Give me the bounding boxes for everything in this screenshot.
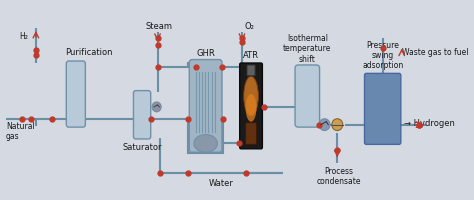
FancyBboxPatch shape [295, 66, 319, 127]
Text: Natural
gas: Natural gas [6, 121, 35, 140]
Text: Water: Water [209, 178, 234, 187]
Text: Steam: Steam [146, 22, 173, 31]
Text: Process
condensate: Process condensate [317, 166, 361, 186]
Text: Isothermal
temperature
shift: Isothermal temperature shift [283, 34, 331, 63]
FancyBboxPatch shape [66, 62, 85, 127]
Circle shape [319, 119, 330, 131]
Text: Waste gas to fuel: Waste gas to fuel [402, 48, 468, 57]
FancyBboxPatch shape [246, 123, 256, 145]
FancyBboxPatch shape [189, 60, 222, 152]
Circle shape [152, 102, 161, 112]
FancyBboxPatch shape [240, 64, 263, 149]
Circle shape [332, 119, 343, 131]
Text: GHR: GHR [196, 48, 215, 57]
Ellipse shape [194, 135, 218, 152]
FancyBboxPatch shape [365, 74, 401, 145]
Text: Saturator: Saturator [122, 143, 162, 152]
Text: Pressure
swing
adsorption: Pressure swing adsorption [362, 40, 403, 70]
Text: O₂: O₂ [245, 22, 255, 31]
FancyBboxPatch shape [134, 91, 151, 139]
Ellipse shape [244, 77, 258, 116]
Text: ATR: ATR [243, 50, 259, 59]
Ellipse shape [246, 95, 256, 122]
Text: Purification: Purification [65, 47, 112, 56]
Text: → Hydrogen: → Hydrogen [404, 119, 456, 128]
Text: H₂: H₂ [20, 32, 28, 41]
FancyBboxPatch shape [247, 66, 255, 76]
